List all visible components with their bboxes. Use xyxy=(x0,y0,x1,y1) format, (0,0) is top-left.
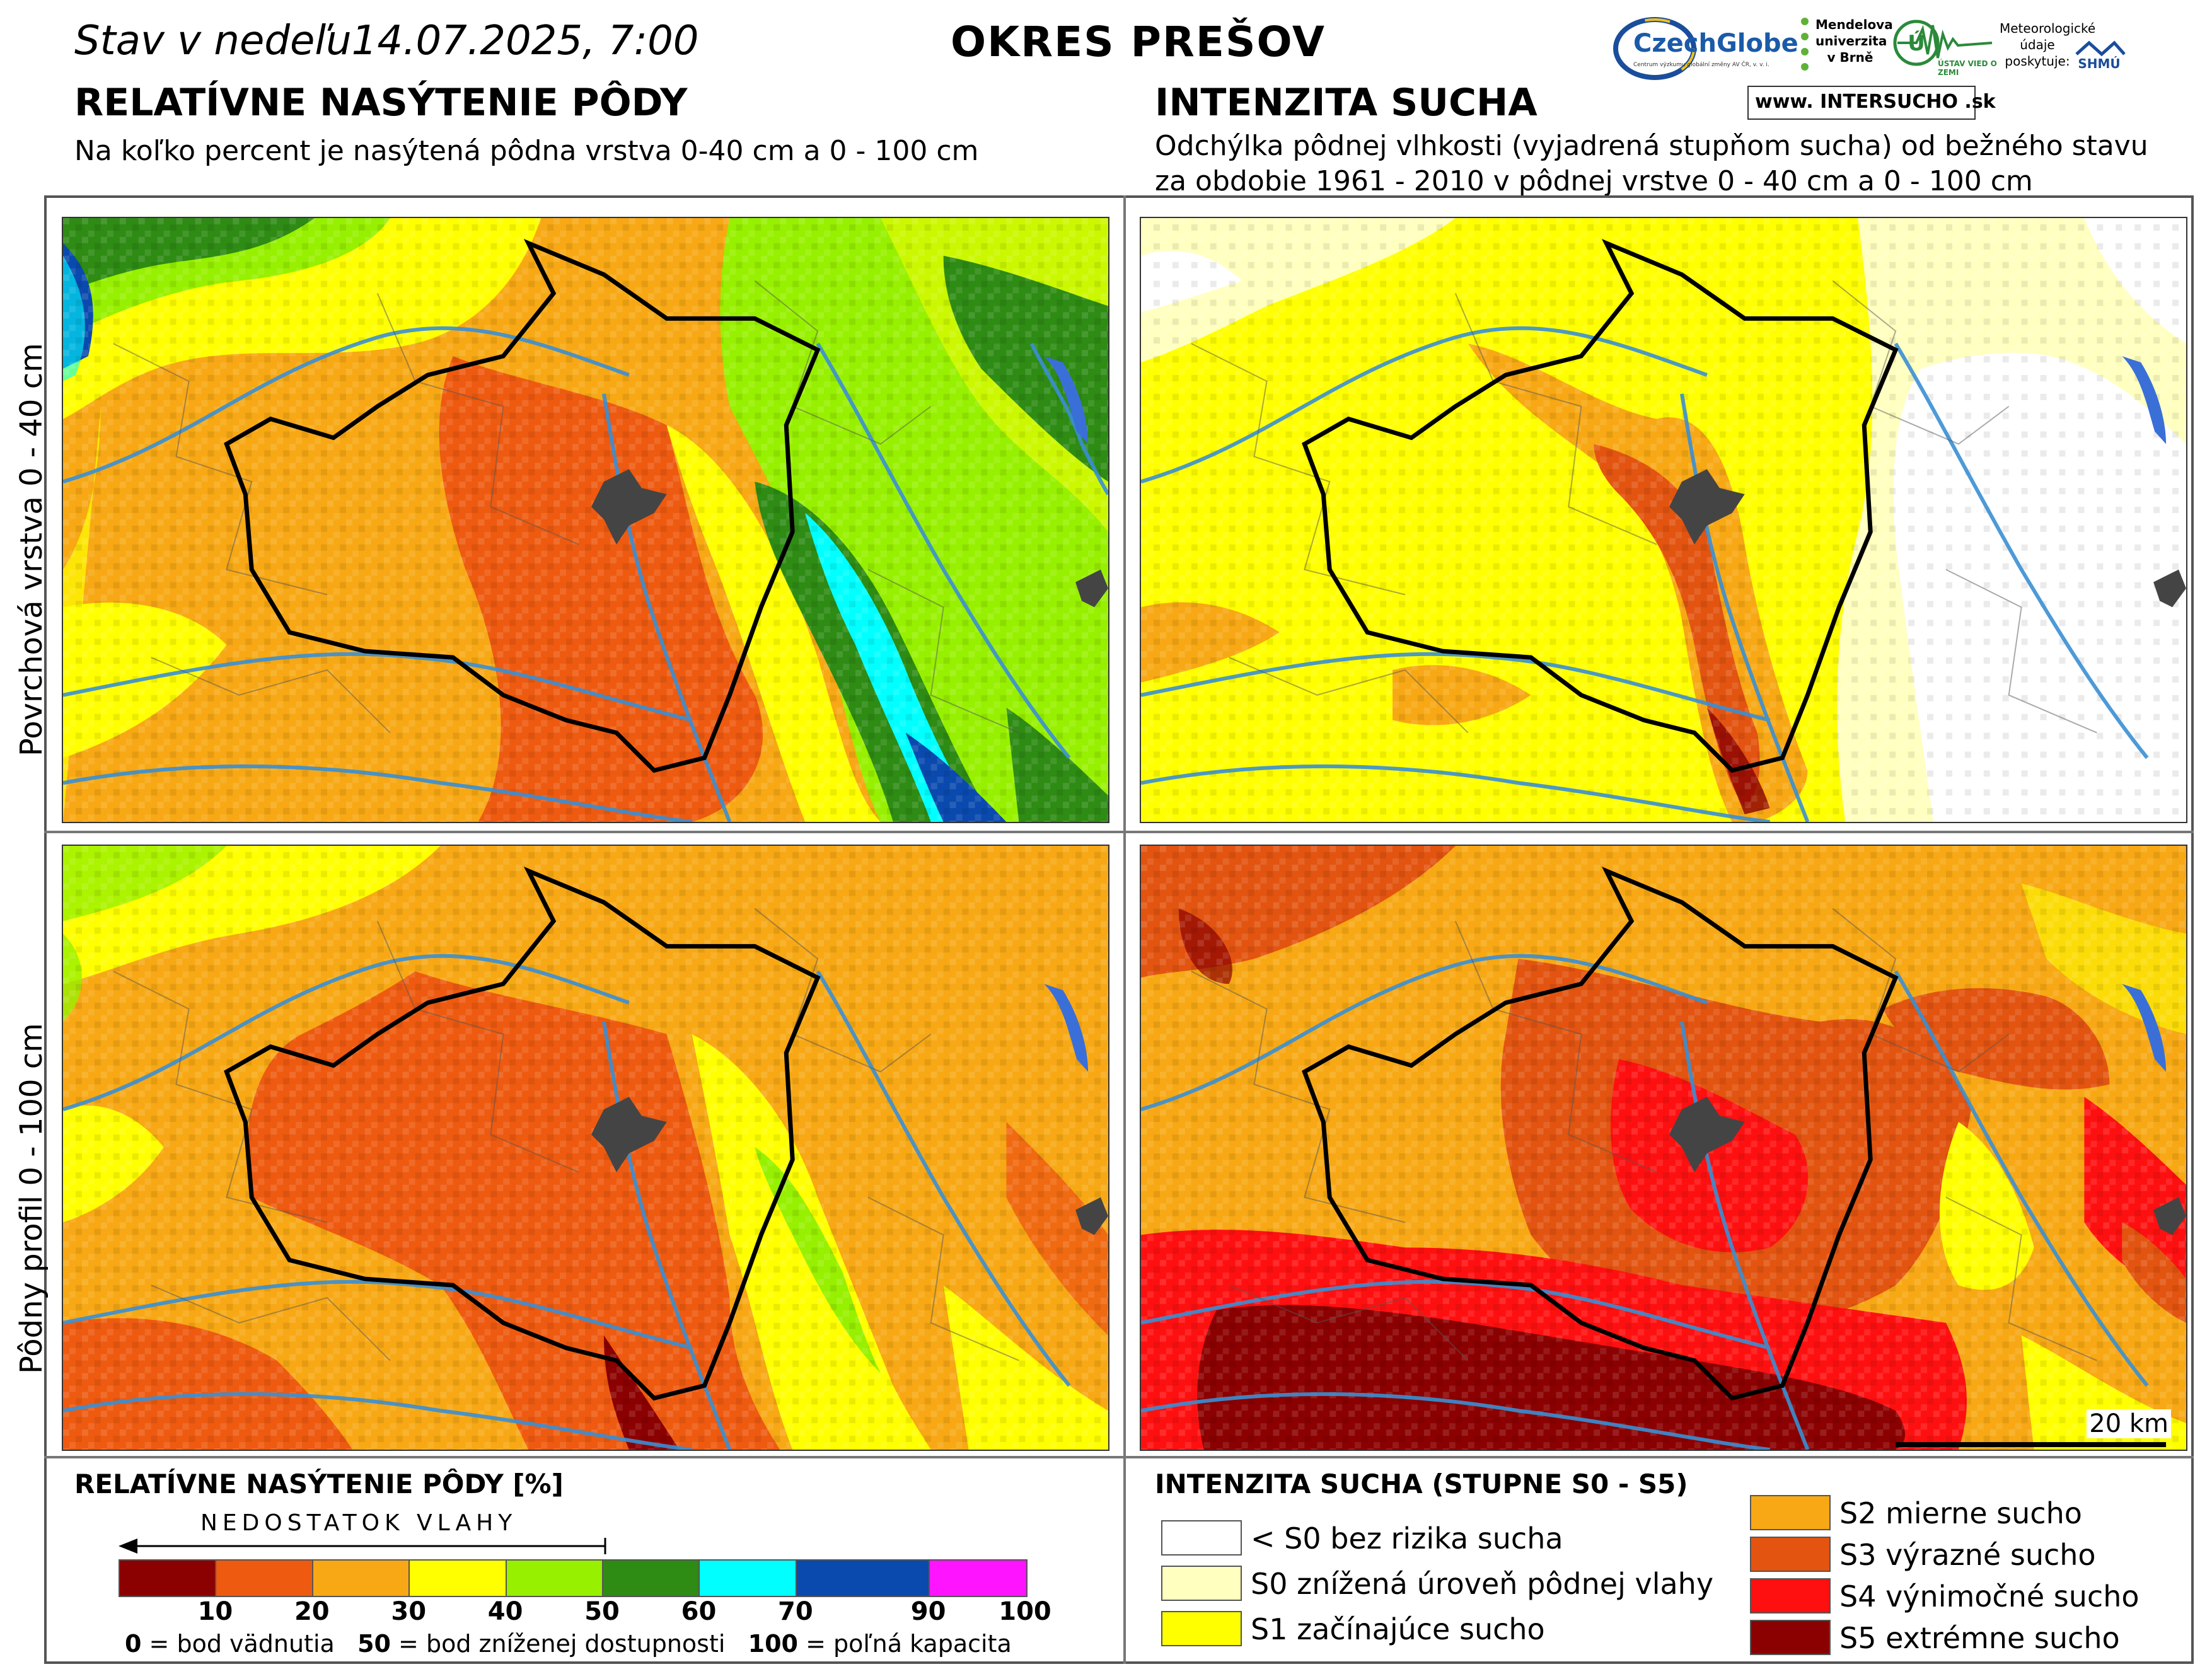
map-drought-0-40[interactable] xyxy=(1140,217,2187,823)
colorbar-tick-label: 90 xyxy=(910,1597,946,1626)
czechglobe-text: CzechGlobe xyxy=(1633,29,1798,58)
uvz-logo: Ú ÚSTAV VIED O ZEMI xyxy=(1891,16,1998,79)
map-saturation-0-40[interactable] xyxy=(62,217,1109,823)
drought-legend-swatch xyxy=(1161,1566,1242,1601)
drought-legend-swatch xyxy=(1750,1578,1831,1613)
right-section-subtitle-1: Odchýlka pôdnej vlhkosti (vyjadrená stup… xyxy=(1155,130,2148,162)
colorbar-segment xyxy=(313,1561,410,1596)
colorbar-segment xyxy=(120,1561,217,1596)
map-saturation-0-100[interactable] xyxy=(62,845,1109,1451)
drought-legend-label: S4 výnimočné sucho xyxy=(1839,1579,2140,1613)
district-title: OKRES PREŠOV xyxy=(951,18,1326,66)
colorbar-segment xyxy=(700,1561,797,1596)
shmu-text: SHMÚ xyxy=(2078,56,2120,71)
scale-bar-label: 20 km xyxy=(2087,1409,2171,1438)
colorbar-segment xyxy=(796,1561,930,1596)
colorbar-segment xyxy=(216,1561,313,1596)
colorbar-tick-label: 40 xyxy=(487,1597,523,1626)
colorbar-tick-label: 10 xyxy=(197,1597,233,1626)
colorbar-tick-label: 20 xyxy=(294,1597,330,1626)
drought-legend-label: < S0 bez rizika sucha xyxy=(1251,1521,1563,1556)
legend-drought-title: INTENZITA SUCHA (STUPNE S0 - S5) xyxy=(1155,1469,1688,1499)
drought-legend-label: S1 začínajúce sucho xyxy=(1251,1612,1545,1646)
drought-legend-swatch xyxy=(1161,1520,1242,1556)
shmu-provider-label: Meteorologické údaje poskytuje: xyxy=(2000,21,2096,69)
drought-legend-swatch xyxy=(1750,1537,1831,1572)
colorbar-tick-label: 70 xyxy=(778,1597,813,1626)
left-section-title: RELATÍVNE NASÝTENIE PÔDY xyxy=(74,81,688,125)
colorbar-tick-label: 100 xyxy=(999,1597,1051,1626)
saturation-colorbar xyxy=(119,1559,1028,1597)
right-section-title: INTENZITA SUCHA xyxy=(1155,81,1537,125)
drought-legend-label: S5 extrémne sucho xyxy=(1839,1621,2120,1655)
drought-legend-swatch xyxy=(1161,1611,1242,1646)
legend-saturation-title: RELATÍVNE NASÝTENIE PÔDY [%] xyxy=(74,1469,564,1499)
footnote-100-text: = poľná kapacita xyxy=(798,1630,1012,1658)
intersucho-logo[interactable]: www. INTERSUCHO .sk xyxy=(1747,86,1996,120)
colorbar-segment xyxy=(506,1561,604,1596)
legend-arrow xyxy=(119,1538,606,1554)
footnote-100-value: 100 xyxy=(748,1630,798,1658)
colorbar-tick-label: 60 xyxy=(681,1597,717,1626)
drought-legend-label: S3 výrazné sucho xyxy=(1839,1538,2096,1572)
colorbar-segment xyxy=(603,1561,700,1596)
mendel-logo: Mendelova univerzita v Brně xyxy=(1795,14,1893,83)
czechglobe-logo: CzechGlobe Centrum výzkumu globální změn… xyxy=(1611,14,1798,83)
saturation-colorbar-ticks: 10 20 30 40 50 60 70 90 100 xyxy=(119,1595,1051,1626)
legend-arrow-label: NEDOSTATOK VLAHY xyxy=(200,1510,518,1536)
row-label-top: Povrchová vrstva 0 - 40 cm xyxy=(14,343,49,756)
scale-bar xyxy=(1896,1442,2167,1448)
mendel-text: Mendelova univerzita v Brně xyxy=(1815,17,1893,65)
colorbar-tick-label: 50 xyxy=(584,1597,620,1626)
czechglobe-subtext: Centrum výzkumu globální změny AV ČR, v.… xyxy=(1633,62,1769,68)
drought-legend-label: S0 znížená úroveň pôdnej vlahy xyxy=(1251,1567,1714,1601)
vertical-divider xyxy=(1123,195,1126,1664)
svg-text:Ú: Ú xyxy=(1908,30,1925,56)
intersucho-text: www. INTERSUCHO .sk xyxy=(1755,91,1996,113)
shmu-logo: SHMÚ xyxy=(2070,39,2128,71)
left-section-subtitle: Na koľko percent je nasýtená pôdna vrstv… xyxy=(74,135,979,167)
horizontal-divider-legend xyxy=(44,1456,2194,1458)
map-drought-0-100[interactable]: 20 km xyxy=(1140,845,2187,1451)
date-text: Stav v nedeľu14.07.2025, 7:00 xyxy=(74,18,699,64)
right-section-subtitle-2: za obdobie 1961 - 2010 v pôdnej vrstve 0… xyxy=(1155,165,2033,197)
horizontal-divider-maps xyxy=(44,831,2194,833)
footnote-50-value: 50 xyxy=(357,1630,391,1658)
colorbar-tick-label: 30 xyxy=(391,1597,427,1626)
colorbar-segment xyxy=(929,1561,1026,1596)
uvz-text: ÚSTAV VIED O ZEMI xyxy=(1938,59,1997,77)
footnote-0-value: 0 xyxy=(125,1630,142,1658)
row-label-bottom: Pôdny profil 0 - 100 cm xyxy=(14,1023,49,1374)
colorbar-segment xyxy=(410,1561,507,1596)
legend-footnote: 0 = bod vädnutia 50 = bod zníženej dostu… xyxy=(125,1630,1012,1658)
drought-legend-label: S2 mierne sucho xyxy=(1839,1496,2082,1530)
drought-legend-swatch xyxy=(1750,1620,1831,1655)
main-frame xyxy=(44,195,2194,1664)
footnote-50-text: = bod zníženej dostupnosti xyxy=(390,1630,726,1658)
drought-legend-swatch xyxy=(1750,1495,1831,1530)
footnote-0-text: = bod vädnutia xyxy=(141,1630,335,1658)
